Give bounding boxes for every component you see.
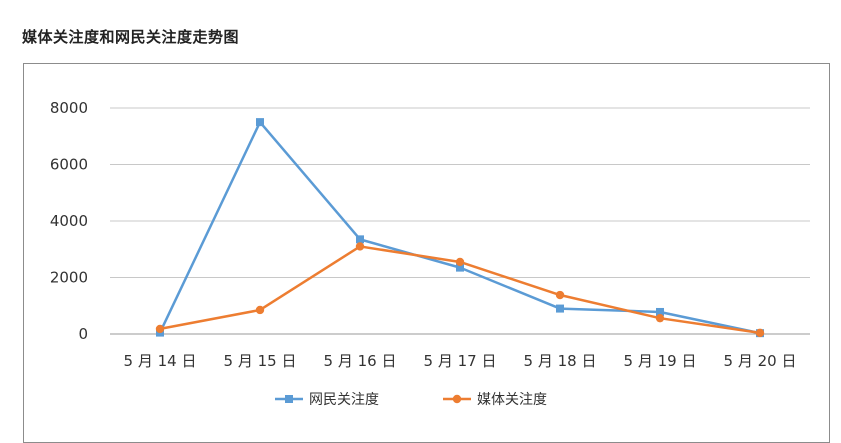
- x-tick-label: 5 月 16 日: [324, 352, 397, 370]
- data-point-media: [455, 257, 465, 267]
- legend-marker-netizen: [285, 395, 293, 403]
- data-point-netizen: [456, 263, 464, 272]
- x-tick-label: 5 月 17 日: [424, 352, 497, 370]
- data-point-netizen: [256, 118, 264, 127]
- data-point-media: [155, 324, 165, 334]
- y-tick-label: 0: [78, 325, 88, 343]
- data-point-media: [355, 242, 365, 251]
- data-point-netizen: [656, 307, 664, 316]
- legend-marker-media: [452, 394, 462, 404]
- data-point-media: [655, 313, 665, 323]
- x-tick-label: 5 月 19 日: [624, 352, 697, 370]
- data-point-netizen: [556, 304, 564, 313]
- x-tick-label: 5 月 18 日: [524, 352, 597, 370]
- legend-label-media: 媒体关注度: [477, 392, 547, 408]
- data-point-media: [555, 290, 565, 300]
- data-point-media: [755, 328, 765, 338]
- data-point-netizen: [356, 235, 364, 244]
- data-point-media: [255, 305, 265, 315]
- x-tick-label: 5 月 15 日: [224, 352, 297, 370]
- x-tick-label: 5 月 20 日: [724, 352, 797, 370]
- legend-label-netizen: 网民关注度: [309, 392, 379, 408]
- y-tick-label: 8000: [50, 99, 88, 117]
- y-tick-label: 4000: [50, 212, 88, 230]
- x-tick-label: 5 月 14 日: [124, 352, 197, 370]
- series-line-netizen: [158, 120, 761, 335]
- line-chart: 0 2000 4000 6000 8000 5 月 14 日 5 月 15 日 5 月 16 …: [50, 99, 810, 408]
- chart-title: 媒体关注度和网民关注度走势图: [22, 28, 240, 46]
- y-tick-label: 2000: [50, 269, 88, 287]
- y-tick-label: 6000: [50, 156, 88, 174]
